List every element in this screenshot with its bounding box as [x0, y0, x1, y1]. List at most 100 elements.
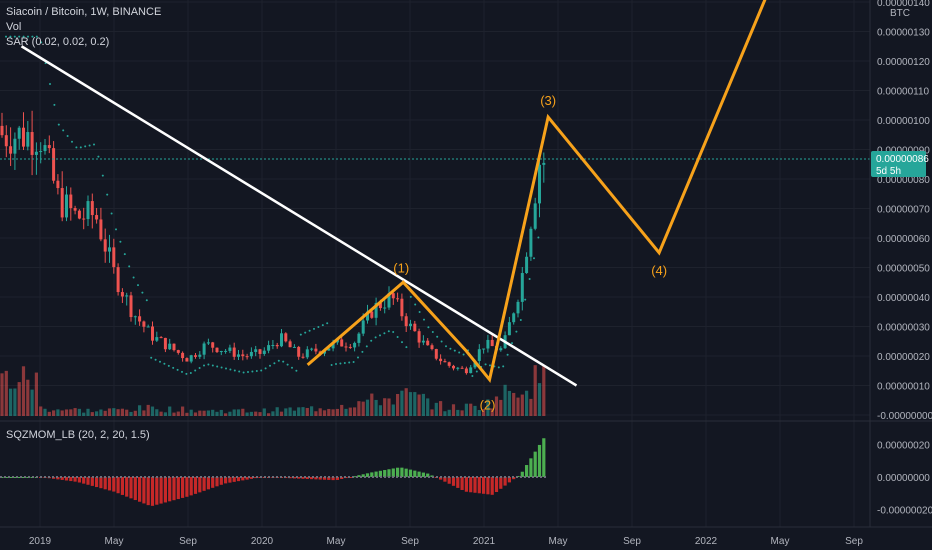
price-axis[interactable]: 0.00000140 0.00000130 0.00000120 0.00000110… — [877, 0, 932, 422]
sar-dot — [93, 143, 95, 146]
momentum-bar — [73, 477, 77, 482]
momentum-bar — [400, 467, 404, 477]
sar-dot — [515, 330, 518, 333]
volume-bar — [327, 408, 331, 416]
price-tick-label: 0.00000030 — [877, 323, 930, 334]
trendline[interactable] — [20, 45, 578, 387]
momentum-bar — [163, 477, 167, 503]
candle-body — [378, 302, 382, 309]
sar-dot — [132, 276, 135, 279]
momentum-bar — [542, 438, 546, 477]
volume-bar — [198, 410, 202, 416]
candle-body — [258, 349, 262, 354]
momentum-bar — [525, 465, 529, 477]
volume-bar — [52, 410, 56, 416]
momentum-bar — [387, 469, 391, 477]
sar-dot — [409, 295, 412, 298]
candle-body — [301, 356, 305, 358]
volume-bar — [456, 409, 460, 416]
volume-bar — [490, 408, 494, 416]
momentum-bar — [82, 477, 86, 484]
momentum-bar — [512, 477, 516, 480]
candle-body — [292, 346, 296, 348]
time-axis[interactable]: 2019 May Sep 2020 May Sep 2021 May Sep 2022 May Sep — [29, 536, 863, 547]
sar-dot — [220, 366, 223, 369]
volume-bar — [125, 409, 129, 416]
momentum-bar — [4, 477, 8, 478]
volume-bar — [150, 406, 155, 416]
volume-bar — [26, 379, 30, 416]
candle-body — [374, 302, 378, 318]
candle-body — [159, 337, 163, 339]
elliott-wave-path[interactable] — [306, 0, 771, 383]
volume-bar — [206, 410, 210, 416]
momentum-bar — [361, 474, 365, 477]
candle-body — [69, 194, 73, 209]
momentum-bar — [120, 477, 124, 495]
momentum-bar — [112, 477, 116, 492]
sar-dot — [172, 366, 175, 369]
sar-dot — [339, 362, 342, 365]
momentum-bar — [150, 477, 155, 506]
momentum-bar — [26, 477, 30, 478]
sar-dot — [374, 336, 377, 339]
volume-bar — [211, 409, 215, 416]
indicator-axis: 0.00000020 0.00000000 -0.00000020 — [877, 441, 932, 517]
sar-dot — [150, 356, 153, 359]
volume-bar — [288, 407, 292, 416]
sar-dot — [396, 336, 399, 339]
price-tick-label: 0.00000070 — [877, 205, 930, 216]
sar-legend[interactable]: SAR (0.02, 0.02, 0.2) — [6, 36, 110, 48]
sar-dot — [247, 371, 249, 374]
sar-dot — [502, 365, 505, 368]
candle-body — [348, 346, 352, 348]
time-tick-label: 2021 — [473, 536, 496, 547]
volume-bar — [86, 408, 90, 416]
candle-body — [232, 347, 236, 357]
candle-body — [39, 151, 43, 153]
momentum-bar — [335, 477, 339, 480]
sar-dot — [62, 129, 65, 132]
sar-dot — [317, 325, 320, 328]
symbol-title[interactable]: Siacoin / Bitcoin, 1W, BINANCE — [6, 6, 162, 18]
candle-body — [310, 348, 314, 350]
volume-legend[interactable]: Vol — [6, 21, 22, 33]
candle-body — [370, 311, 374, 318]
momentum-bar — [357, 475, 361, 477]
momentum-bar — [318, 477, 322, 480]
sar-dot — [5, 35, 7, 38]
candle-body — [439, 358, 443, 362]
sar-dot — [185, 372, 188, 375]
sar-dot — [304, 331, 307, 334]
sar-dot — [326, 322, 329, 325]
momentum-bar — [464, 477, 468, 492]
volume-bar — [4, 370, 8, 416]
momentum-bar — [138, 477, 142, 502]
sar-dot — [330, 364, 333, 367]
volume-bar — [357, 401, 361, 416]
candle-body — [17, 127, 21, 139]
time-tick-label: Sep — [179, 536, 197, 547]
volume-bar — [322, 410, 327, 416]
volume-bar — [443, 411, 447, 416]
candle-body — [460, 367, 464, 369]
candle-body — [82, 218, 86, 220]
candle-body — [456, 367, 460, 369]
momentum-bar — [228, 477, 232, 483]
indicator-legend[interactable]: SQZMOM_LB (20, 2, 20, 1.5) — [6, 429, 150, 441]
momentum-bar — [107, 477, 112, 491]
indicator-tick-label: -0.00000020 — [877, 506, 932, 517]
candle-body — [189, 355, 193, 362]
time-tick-label: 2020 — [251, 536, 274, 547]
sar-dot — [57, 123, 60, 126]
volume-bar — [30, 389, 34, 416]
sar-dot — [88, 144, 91, 147]
sar-dot — [145, 299, 148, 302]
volume-bar — [163, 412, 167, 416]
candle-body — [163, 337, 167, 350]
volume-bar — [413, 392, 417, 416]
volume-bar — [353, 407, 357, 416]
candle-body — [314, 348, 318, 352]
sar-dot — [282, 360, 285, 363]
